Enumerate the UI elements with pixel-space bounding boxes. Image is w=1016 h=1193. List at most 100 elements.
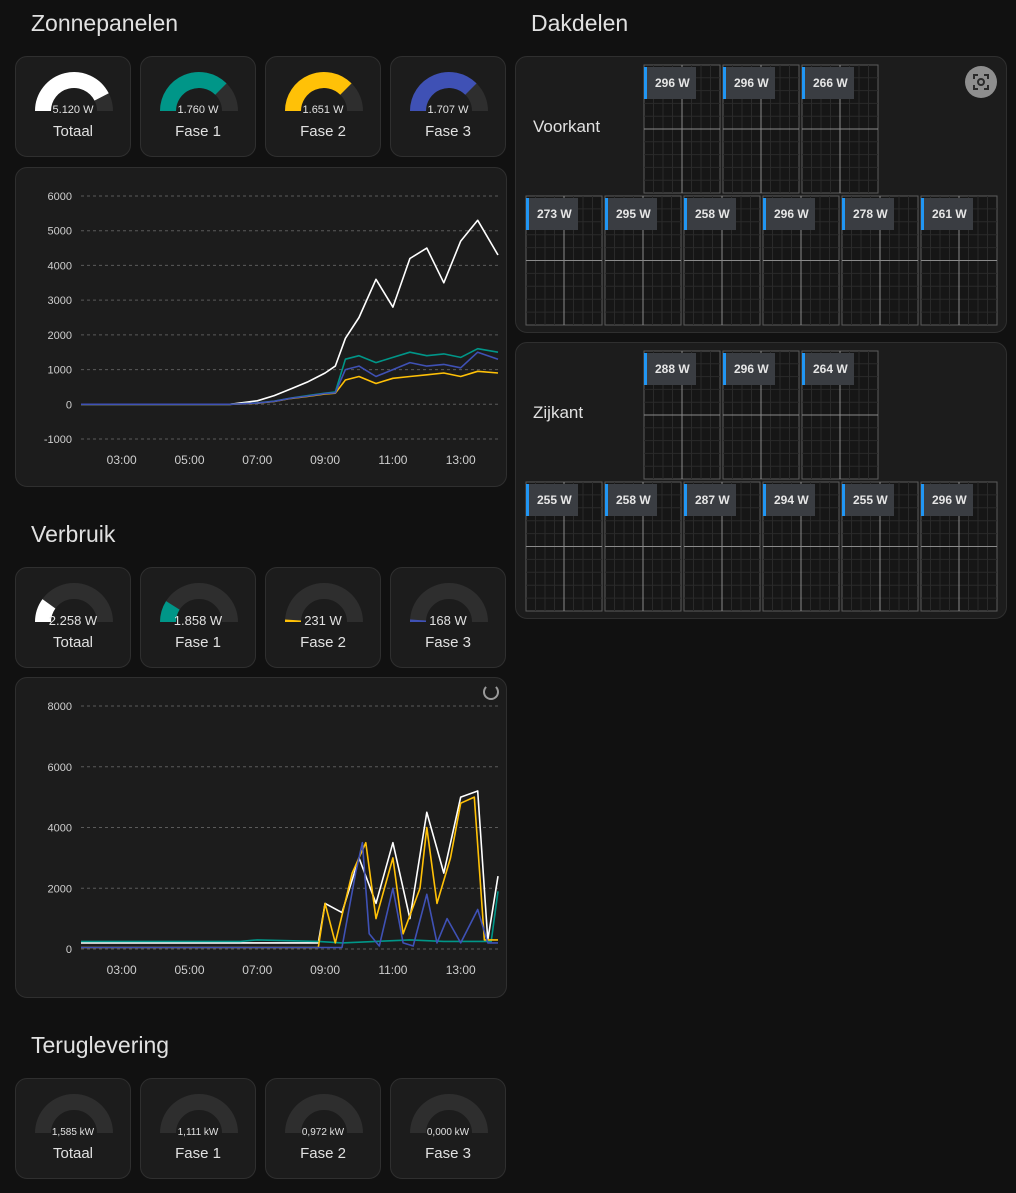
panel-accent	[763, 198, 766, 230]
panel-label-bg	[723, 67, 775, 99]
panel-label-bg	[723, 353, 775, 385]
roof-label: Voorkant	[533, 117, 601, 136]
solar-panel[interactable]: 294 W	[762, 481, 840, 612]
usage-gauge-fase-3[interactable]: 168 W Fase 3	[390, 567, 506, 668]
solar-panel[interactable]: 296 W	[762, 195, 840, 326]
solar-panel[interactable]: 258 W	[683, 195, 761, 326]
y-tick-label: 4000	[48, 823, 72, 835]
gauge-arc	[160, 1094, 238, 1134]
x-tick-label: 13:00	[446, 453, 476, 467]
panel-accent	[723, 67, 726, 99]
series-line-0	[81, 219, 499, 406]
panel-label-bg	[526, 484, 578, 516]
y-tick-label: 3000	[48, 295, 72, 307]
panel-label-bg	[802, 353, 854, 385]
panel-label-bg	[842, 198, 894, 230]
solar-gauge-fase-2[interactable]: 1.651 W Fase 2	[265, 56, 381, 157]
solar-gauge-fase-1[interactable]: 1.760 W Fase 1	[140, 56, 256, 157]
return-gauge-fase-1[interactable]: 1,111 kW Fase 1	[140, 1078, 256, 1179]
gauge-label: Totaal	[52, 123, 94, 140]
gauge-arc	[285, 583, 363, 623]
solar-panel[interactable]: 278 W	[841, 195, 919, 326]
y-tick-label: 0	[66, 944, 72, 956]
usage-gauge-fase-2[interactable]: 231 W Fase 2	[265, 567, 381, 668]
x-tick-label: 07:00	[242, 453, 272, 467]
return-gauge-fase-2[interactable]: 0,972 kW Fase 2	[265, 1078, 381, 1179]
solar-panel[interactable]: 264 W	[801, 350, 879, 480]
panel-power: 296 W	[734, 362, 769, 376]
panel-power: 266 W	[813, 76, 848, 90]
panel-label-bg	[605, 484, 657, 516]
panel-accent	[723, 353, 726, 385]
gauge-arc	[35, 72, 113, 112]
solar-history-chart[interactable]: 6000 5000 4000 3000 2000 1000 0 -1000 03:00 05:00…	[15, 167, 507, 487]
scan-button[interactable]	[965, 66, 997, 98]
solar-panel[interactable]: 296 W	[722, 350, 800, 480]
gauge-value: 1.651 W	[302, 104, 344, 116]
panel-accent	[684, 484, 687, 516]
roof-panels-voorkant: 296 W 296 W 266 W 273 W 295 W 258 W 296 W 278 W…	[525, 64, 998, 326]
usage-history-chart[interactable]: 8000 6000 4000 2000 0 03:00 05:00 07:00 09:00 11:…	[15, 677, 507, 998]
series-line-1	[81, 347, 499, 406]
solar-panel[interactable]: 255 W	[525, 481, 603, 612]
panel-label-bg	[684, 484, 736, 516]
gauge-value: 231 W	[304, 613, 342, 628]
panel-power: 296 W	[734, 76, 769, 90]
x-tick-label: 09:00	[310, 453, 340, 467]
gauge-arc	[285, 1094, 363, 1134]
panel-accent	[842, 198, 845, 230]
section-title-solar: Zonnepanelen	[31, 10, 179, 36]
gauge-arc	[410, 72, 488, 112]
gauge-value: 1.858 W	[173, 613, 223, 628]
panel-accent	[921, 198, 924, 230]
solar-panel[interactable]: 296 W	[643, 64, 721, 194]
panel-accent	[763, 484, 766, 516]
x-tick-label: 05:00	[174, 453, 204, 467]
panel-accent	[684, 198, 687, 230]
section-title-roof: Dakdelen	[531, 10, 629, 36]
solar-panel[interactable]: 295 W	[604, 195, 682, 326]
panel-power: 287 W	[695, 493, 730, 507]
return-gauge-totaal[interactable]: 1,585 kW Totaal	[15, 1078, 131, 1179]
solar-panel[interactable]: 288 W	[643, 350, 721, 480]
panel-accent	[802, 67, 805, 99]
panel-label-bg	[644, 67, 696, 99]
panel-power: 258 W	[695, 207, 730, 221]
gauge-label: Fase 3	[425, 634, 471, 651]
gauge-label: Fase 3	[425, 1145, 471, 1162]
gauge-value: 1.760 W	[177, 104, 219, 116]
gauge-label: Totaal	[52, 1145, 94, 1162]
gauge-value: 0,000 kW	[426, 1127, 470, 1138]
solar-gauge-fase-3[interactable]: 1.707 W Fase 3	[390, 56, 506, 157]
solar-panel[interactable]: 296 W	[920, 481, 998, 612]
series-line-2	[81, 796, 498, 949]
solar-panel[interactable]: 261 W	[920, 195, 998, 326]
solar-panel[interactable]: 266 W	[801, 64, 879, 194]
return-gauge-fase-3[interactable]: 0,000 kW Fase 3	[390, 1078, 506, 1179]
gauge-label: Totaal	[52, 634, 94, 651]
panel-label-bg	[921, 484, 973, 516]
solar-panel[interactable]: 287 W	[683, 481, 761, 612]
panel-label-bg	[644, 353, 696, 385]
panel-label-bg	[684, 198, 736, 230]
usage-gauge-totaal[interactable]: 2.258 W Totaal	[15, 567, 131, 668]
solar-gauge-totaal[interactable]: 5.120 W Totaal	[15, 56, 131, 157]
solar-panel[interactable]: 258 W	[604, 481, 682, 612]
y-tick-label: 4000	[48, 260, 72, 272]
gauge-arc	[285, 72, 363, 112]
x-tick-label: 13:00	[446, 963, 476, 977]
usage-gauge-fase-1[interactable]: 1.858 W Fase 1	[140, 567, 256, 668]
solar-panel[interactable]: 255 W	[841, 481, 919, 612]
gauge-arc	[410, 1094, 488, 1134]
panel-label-bg	[842, 484, 894, 516]
y-tick-label: 2000	[48, 883, 72, 895]
solar-panel[interactable]: 273 W	[525, 195, 603, 326]
panel-power: 296 W	[655, 76, 690, 90]
gauge-value: 168 W	[429, 613, 467, 628]
usage-chart-svg: 8000 6000 4000 2000 0 03:00 05:00 07:00 09:00 11:…	[48, 701, 499, 977]
gauge-value: 2.258 W	[48, 613, 98, 628]
y-tick-label: -1000	[44, 434, 72, 446]
series-line-3	[81, 351, 499, 406]
gauge-value: 1,585 kW	[51, 1127, 95, 1138]
solar-panel[interactable]: 296 W	[722, 64, 800, 194]
